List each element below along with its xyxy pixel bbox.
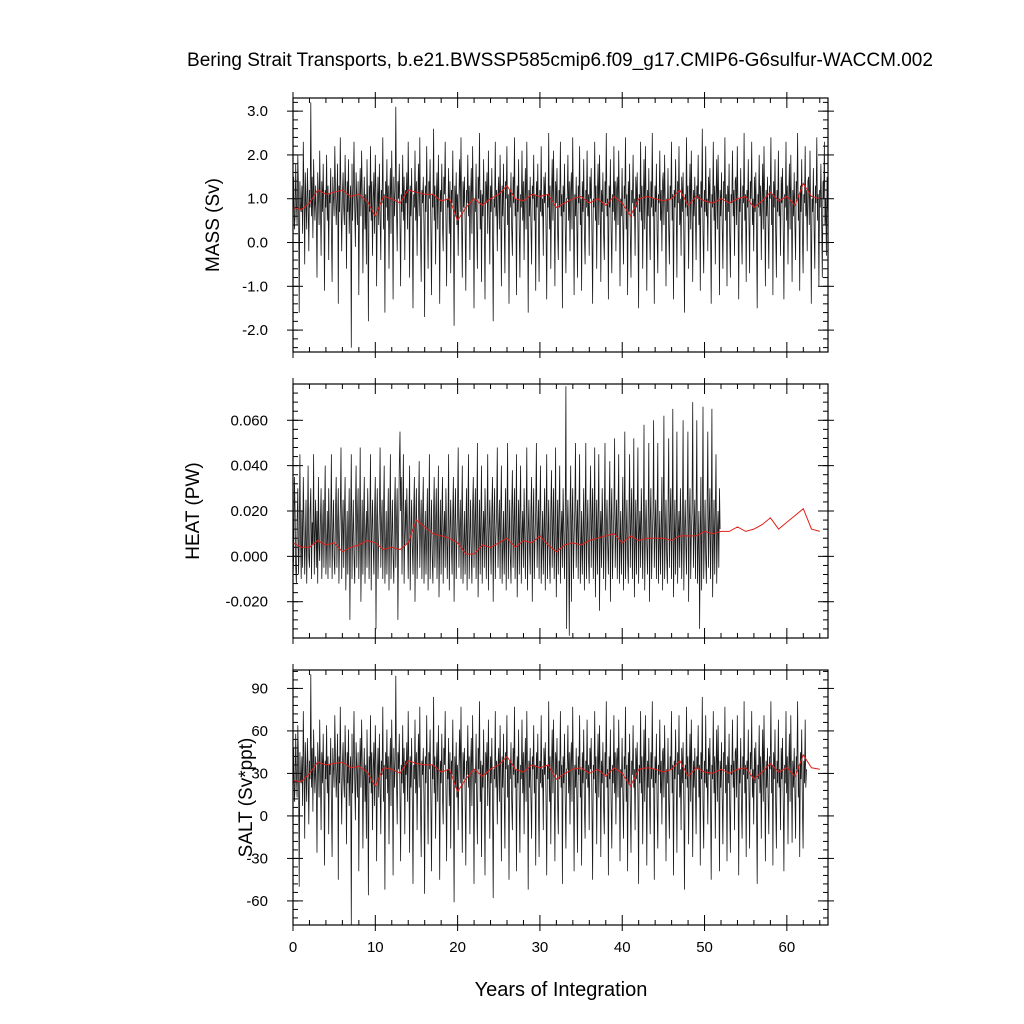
x-tick-label: 50 [696,939,713,956]
x-tick-label: 20 [449,939,466,956]
annual-mean-line [292,753,820,793]
y-tick-label: 2.0 [247,147,268,164]
y-axis-label: MASS (Sv) [203,178,224,272]
y-tick-label: 0.000 [230,548,268,565]
plot-frame [292,669,829,926]
annual-mean-line [292,507,820,555]
y-tick-label: 30 [251,765,268,782]
y-tick-label: 0.020 [230,503,268,520]
x-tick-label: 40 [614,939,631,956]
y-tick-label: 0 [260,808,268,825]
y-axis-label: SALT (Sv*ppt) [236,738,257,858]
panel-1: -2.0 -1.0 0.0 1.0 2.0 3.0 MASS (Sv) [203,92,834,358]
x-tick-label: 0 [289,939,297,956]
monthly-series-line [292,674,807,926]
x-tick-label: 10 [367,939,384,956]
monthly-series-line [292,102,829,348]
x-axis-label: Years of Integration [475,979,648,1001]
y-tick-label: 1.0 [247,191,268,208]
panel-2: -0.020 0.000 0.020 0.040 0.060 HEAT (PW) [183,378,834,644]
y-tick-label: -1.0 [242,278,268,295]
y-tick-label: 60 [251,723,268,740]
chart-panels: -2.0 -1.0 0.0 1.0 2.0 3.0 MASS (Sv) -0.020 0.000… [183,92,834,956]
monthly-series-line [292,386,721,636]
y-tick-label: -0.020 [225,594,268,611]
panel-3: 0 10 20 30 40 50 60 -60 -30 0 30 60 90 SALT (Sv*ppt) [236,664,834,956]
y-tick-label: 0.0 [247,235,268,252]
x-tick-label: 60 [779,939,796,956]
y-tick-label: -2.0 [242,322,268,339]
y-tick-label: -60 [246,893,268,910]
y-tick-label: 0.060 [230,412,268,429]
plot-frame [292,383,829,639]
y-tick-label: 90 [251,680,268,697]
y-tick-label: -30 [246,850,268,867]
plot-frame [292,97,829,353]
annual-mean-line [292,182,820,222]
chart-title: Bering Strait Transports, b.e21.BWSSP585… [187,50,933,71]
y-axis-label: HEAT (PW) [183,462,204,559]
x-tick-label: 30 [532,939,549,956]
y-tick-label: 3.0 [247,103,268,120]
y-tick-label: 0.040 [230,458,268,475]
